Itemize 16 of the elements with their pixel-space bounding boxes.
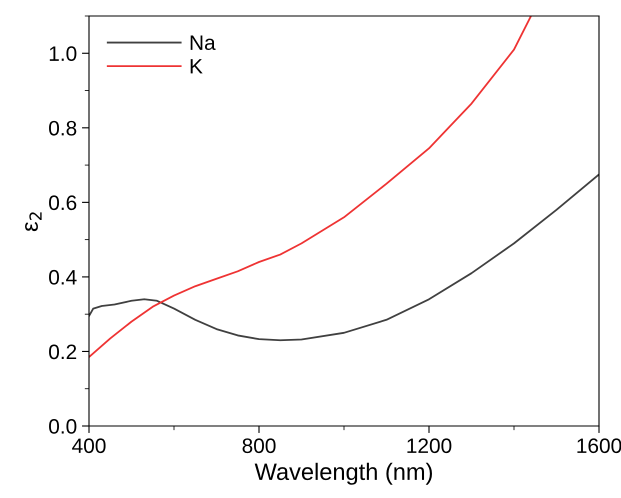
y-tick-label: 0.4 <box>49 270 77 285</box>
y-tick-label: 0.8 <box>49 120 76 136</box>
x-tick-label: 400 <box>72 438 106 454</box>
y-tick-label: 0.6 <box>49 195 76 210</box>
y-tick-label: 0.0 <box>49 419 76 434</box>
y-axis-title: ε$_{2}$ <box>25 212 42 232</box>
y-tick-label: 0.2 <box>49 344 76 360</box>
x-tick-label: 800 <box>242 438 276 454</box>
x-tick-label: 1600 <box>577 438 621 454</box>
line-series <box>89 16 532 358</box>
y-tick-label: 1.0 <box>50 46 76 62</box>
x-tick-label: 1200 <box>407 438 452 454</box>
legend-label: K <box>190 59 203 74</box>
legend-label: Na <box>190 36 216 50</box>
line-series <box>89 174 599 342</box>
x-axis-title: Wavelength (nm) <box>254 462 432 485</box>
